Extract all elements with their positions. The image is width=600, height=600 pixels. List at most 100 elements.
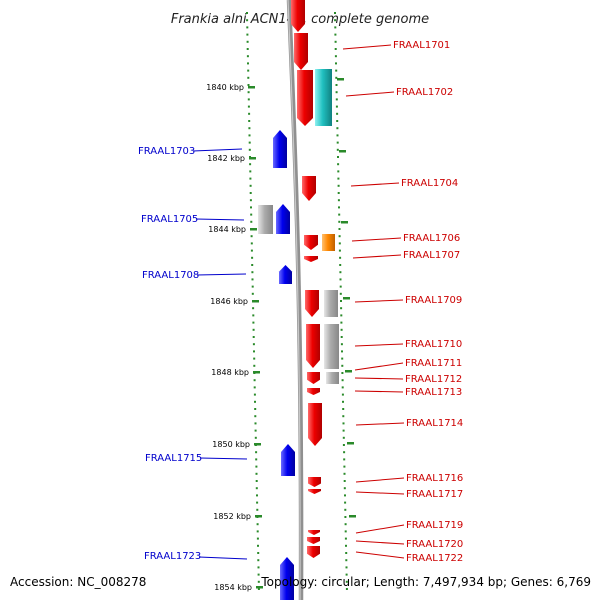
right-gene-label[interactable]: FRAAL1711: [405, 358, 462, 369]
gene-arrow[interactable]: [273, 130, 287, 168]
gene-arrow[interactable]: [281, 444, 295, 476]
guide-dot: [246, 33, 249, 36]
guide-dot: [253, 379, 256, 382]
guide-dot: [343, 451, 346, 454]
guide-dot: [339, 271, 342, 274]
guide-dot: [334, 26, 337, 29]
right-gene-label[interactable]: FRAAL1709: [405, 295, 462, 306]
guide-dot: [338, 220, 341, 223]
guide-dot: [336, 120, 339, 122]
guide-dot: [345, 573, 348, 576]
right-gene-label[interactable]: FRAAL1716: [406, 473, 463, 484]
guide-dot: [252, 307, 255, 310]
right-gene-label[interactable]: FRAAL1701: [393, 40, 450, 51]
guide-dot: [250, 220, 253, 223]
scale-tick-right: [339, 150, 346, 153]
guide-dot: [247, 91, 250, 94]
guide-dot: [341, 350, 343, 353]
guide-dot: [246, 26, 249, 29]
gene-arrow[interactable]: [307, 388, 320, 395]
scale-tick-right: [345, 370, 352, 373]
gene-arrow[interactable]: [305, 290, 319, 317]
gene-arrow[interactable]: [307, 546, 320, 558]
gene-arrow[interactable]: [276, 204, 290, 234]
gene-arrow[interactable]: [297, 70, 313, 126]
guide-dot: [246, 55, 249, 58]
guide-dot: [340, 300, 342, 302]
guide-dot: [338, 206, 340, 209]
guide-dot: [337, 156, 339, 158]
gene-arrow[interactable]: [291, 0, 305, 32]
guide-dot: [257, 573, 260, 576]
guide-dot: [246, 40, 249, 43]
right-gene-label[interactable]: FRAAL1710: [405, 339, 462, 350]
gene-arrow[interactable]: [315, 69, 332, 126]
gene-arrow[interactable]: [304, 235, 318, 250]
gene-arrow[interactable]: [322, 234, 335, 251]
guide-dot: [343, 472, 346, 475]
right-label-leader: [352, 254, 402, 259]
genome-backbone: [286, 0, 304, 600]
right-gene-label[interactable]: FRAAL1712: [405, 374, 462, 385]
guide-dot: [338, 228, 341, 230]
guide-dot: [251, 256, 254, 259]
guide-dot: [335, 105, 338, 108]
guide-dot: [345, 566, 348, 569]
track-guide-dots: [246, 12, 348, 590]
accession-text: Accession: NC_008278: [10, 575, 146, 589]
right-label-leader: [355, 524, 405, 534]
gene-arrow[interactable]: [302, 176, 316, 201]
gene-arrow[interactable]: [258, 205, 273, 234]
scale-tick-left: [252, 300, 259, 303]
guide-dot: [249, 170, 252, 173]
left-gene-label[interactable]: FRAAL1723: [144, 551, 201, 562]
gene-arrow[interactable]: [279, 265, 292, 284]
guide-dot: [344, 523, 347, 526]
guide-dot: [246, 19, 249, 22]
gene-arrow[interactable]: [306, 324, 320, 368]
gene-arrow[interactable]: [308, 403, 322, 446]
gene-arrow[interactable]: [307, 372, 320, 384]
guide-dot: [338, 235, 341, 238]
right-gene-label[interactable]: FRAAL1720: [406, 539, 463, 550]
gene-arrow[interactable]: [280, 557, 294, 600]
left-gene-label[interactable]: FRAAL1705: [141, 214, 198, 225]
gene-arrow[interactable]: [308, 477, 321, 487]
guide-dot: [253, 357, 256, 360]
gene-arrow[interactable]: [307, 537, 320, 544]
guide-dot: [246, 12, 248, 14]
right-gene-label[interactable]: FRAAL1704: [401, 178, 458, 189]
guide-dot: [340, 336, 343, 338]
gene-arrow[interactable]: [308, 489, 321, 494]
guide-dot: [339, 256, 342, 259]
gene-arrow[interactable]: [324, 324, 339, 369]
right-gene-label[interactable]: FRAAL1714: [406, 418, 463, 429]
left-gene-label[interactable]: FRAAL1715: [145, 453, 202, 464]
left-gene-label[interactable]: FRAAL1703: [138, 146, 195, 157]
right-gene-label[interactable]: FRAAL1717: [406, 489, 463, 500]
right-gene-label[interactable]: FRAAL1713: [405, 387, 462, 398]
right-gene-label[interactable]: FRAAL1722: [406, 553, 463, 564]
guide-dot: [335, 91, 338, 94]
guide-dot: [254, 429, 257, 432]
guide-dot: [334, 12, 336, 14]
right-gene-label[interactable]: FRAAL1707: [403, 250, 460, 261]
scale-tick-label: 1842 kbp: [207, 154, 245, 163]
right-gene-label[interactable]: FRAAL1702: [396, 87, 453, 98]
left-gene-label[interactable]: FRAAL1708: [142, 270, 199, 281]
gene-arrow[interactable]: [326, 372, 339, 384]
guide-dot: [256, 501, 259, 504]
guide-dot: [257, 566, 260, 569]
right-label-leader: [354, 343, 404, 347]
gene-arrow[interactable]: [294, 33, 308, 70]
guide-dot: [337, 199, 340, 202]
right-gene-label[interactable]: FRAAL1706: [403, 233, 460, 244]
guide-dot: [250, 249, 253, 252]
guide-dot: [339, 292, 342, 295]
scale-tick-right: [347, 442, 354, 445]
gene-arrow[interactable]: [308, 530, 320, 535]
right-gene-label[interactable]: FRAAL1719: [406, 520, 463, 531]
gene-arrow[interactable]: [324, 290, 338, 317]
gene-arrow[interactable]: [304, 256, 318, 262]
guide-dot: [340, 343, 343, 346]
